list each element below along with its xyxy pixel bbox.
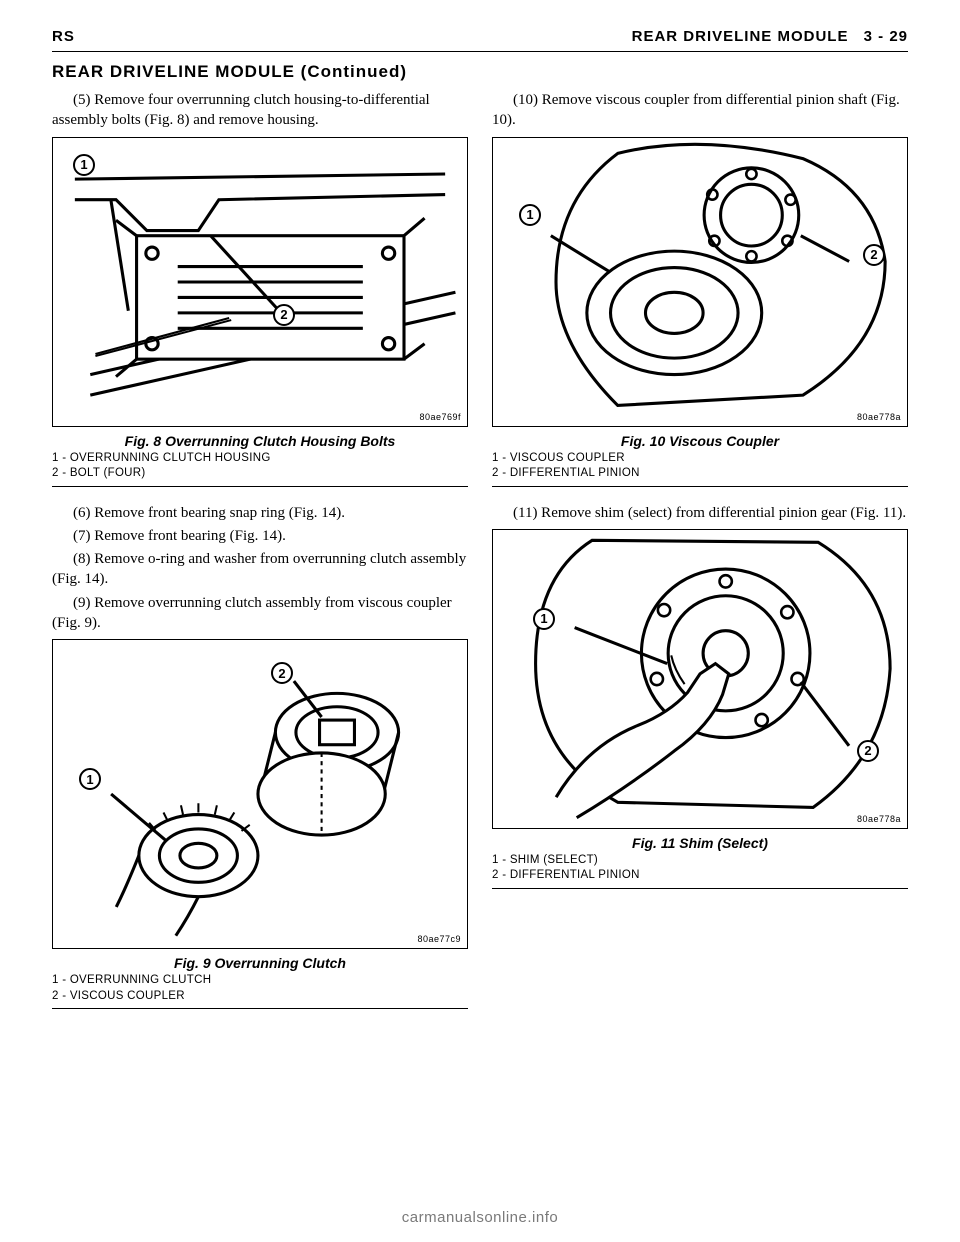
callout-2: 2 [273, 304, 295, 326]
right-column: (10) Remove viscous coupler from differe… [492, 90, 908, 1009]
callout-2: 2 [857, 740, 879, 762]
para-step10: (10) Remove viscous coupler from differe… [492, 90, 908, 131]
body-text: (5) Remove four overrunning clutch housi… [52, 90, 468, 131]
running-head-right: REAR DRIVELINE MODULE 3 - 29 [632, 28, 908, 45]
rule-top [52, 51, 908, 52]
figure-9-partid: 80ae77c9 [417, 934, 461, 944]
figure-11-art [493, 530, 907, 828]
para-step6: (6) Remove front bearing snap ring (Fig.… [52, 503, 468, 523]
figure-8-caption: Fig. 8 Overrunning Clutch Housing Bolts [52, 433, 468, 449]
legend-line: 1 - SHIM (SELECT) [492, 853, 908, 869]
figure-10-legend: 1 - VISCOUS COUPLER 2 - DIFFERENTIAL PIN… [492, 451, 908, 482]
callout-1: 1 [519, 204, 541, 226]
figure-10-partid: 80ae778a [857, 412, 901, 422]
figure-11-legend: 1 - SHIM (SELECT) 2 - DIFFERENTIAL PINIO… [492, 853, 908, 884]
figure-11-partid: 80ae778a [857, 814, 901, 824]
legend-rule [52, 486, 468, 487]
section-title: REAR DRIVELINE MODULE (Continued) [52, 62, 908, 82]
page: RS REAR DRIVELINE MODULE 3 - 29 REAR DRI… [0, 0, 960, 1242]
callout-1: 1 [73, 154, 95, 176]
legend-line: 1 - OVERRUNNING CLUTCH HOUSING [52, 451, 468, 467]
para-step11: (11) Remove shim (select) from different… [492, 503, 908, 523]
figure-11: 1 2 80ae778a [492, 529, 908, 829]
legend-rule [52, 1008, 468, 1009]
figure-8: 1 2 80ae769f [52, 137, 468, 427]
running-head-section: REAR DRIVELINE MODULE [632, 28, 849, 45]
running-head-page: 3 - 29 [864, 28, 908, 45]
figure-8-art [53, 138, 467, 426]
legend-line: 2 - DIFFERENTIAL PINION [492, 466, 908, 482]
figure-8-partid: 80ae769f [419, 412, 461, 422]
legend-line: 2 - BOLT (FOUR) [52, 466, 468, 482]
body-text: (6) Remove front bearing snap ring (Fig.… [52, 503, 468, 634]
para-step9: (9) Remove overrunning clutch assembly f… [52, 593, 468, 634]
figure-10-art [493, 138, 907, 426]
columns: (5) Remove four overrunning clutch housi… [52, 90, 908, 1009]
callout-2: 2 [271, 662, 293, 684]
callout-1: 1 [79, 768, 101, 790]
figure-9-caption: Fig. 9 Overrunning Clutch [52, 955, 468, 971]
para-step8: (8) Remove o-ring and washer from overru… [52, 549, 468, 590]
legend-line: 1 - VISCOUS COUPLER [492, 451, 908, 467]
figure-9: 1 2 80ae77c9 [52, 639, 468, 949]
figure-9-legend: 1 - OVERRUNNING CLUTCH 2 - VISCOUS COUPL… [52, 973, 468, 1004]
legend-line: 2 - VISCOUS COUPLER [52, 989, 468, 1005]
legend-rule [492, 888, 908, 889]
legend-line: 2 - DIFFERENTIAL PINION [492, 868, 908, 884]
para-step5: (5) Remove four overrunning clutch housi… [52, 90, 468, 131]
figure-8-legend: 1 - OVERRUNNING CLUTCH HOUSING 2 - BOLT … [52, 451, 468, 482]
left-column: (5) Remove four overrunning clutch housi… [52, 90, 468, 1009]
body-text: (10) Remove viscous coupler from differe… [492, 90, 908, 131]
footer-watermark: carmanualsonline.info [0, 1209, 960, 1226]
legend-line: 1 - OVERRUNNING CLUTCH [52, 973, 468, 989]
figure-9-art [53, 640, 467, 948]
body-text: (11) Remove shim (select) from different… [492, 503, 908, 523]
running-head-left: RS [52, 28, 75, 45]
legend-rule [492, 486, 908, 487]
para-step7: (7) Remove front bearing (Fig. 14). [52, 526, 468, 546]
figure-10-caption: Fig. 10 Viscous Coupler [492, 433, 908, 449]
figure-10: 1 2 80ae778a [492, 137, 908, 427]
callout-2: 2 [863, 244, 885, 266]
figure-11-caption: Fig. 11 Shim (Select) [492, 835, 908, 851]
running-head: RS REAR DRIVELINE MODULE 3 - 29 [52, 28, 908, 45]
callout-1: 1 [533, 608, 555, 630]
